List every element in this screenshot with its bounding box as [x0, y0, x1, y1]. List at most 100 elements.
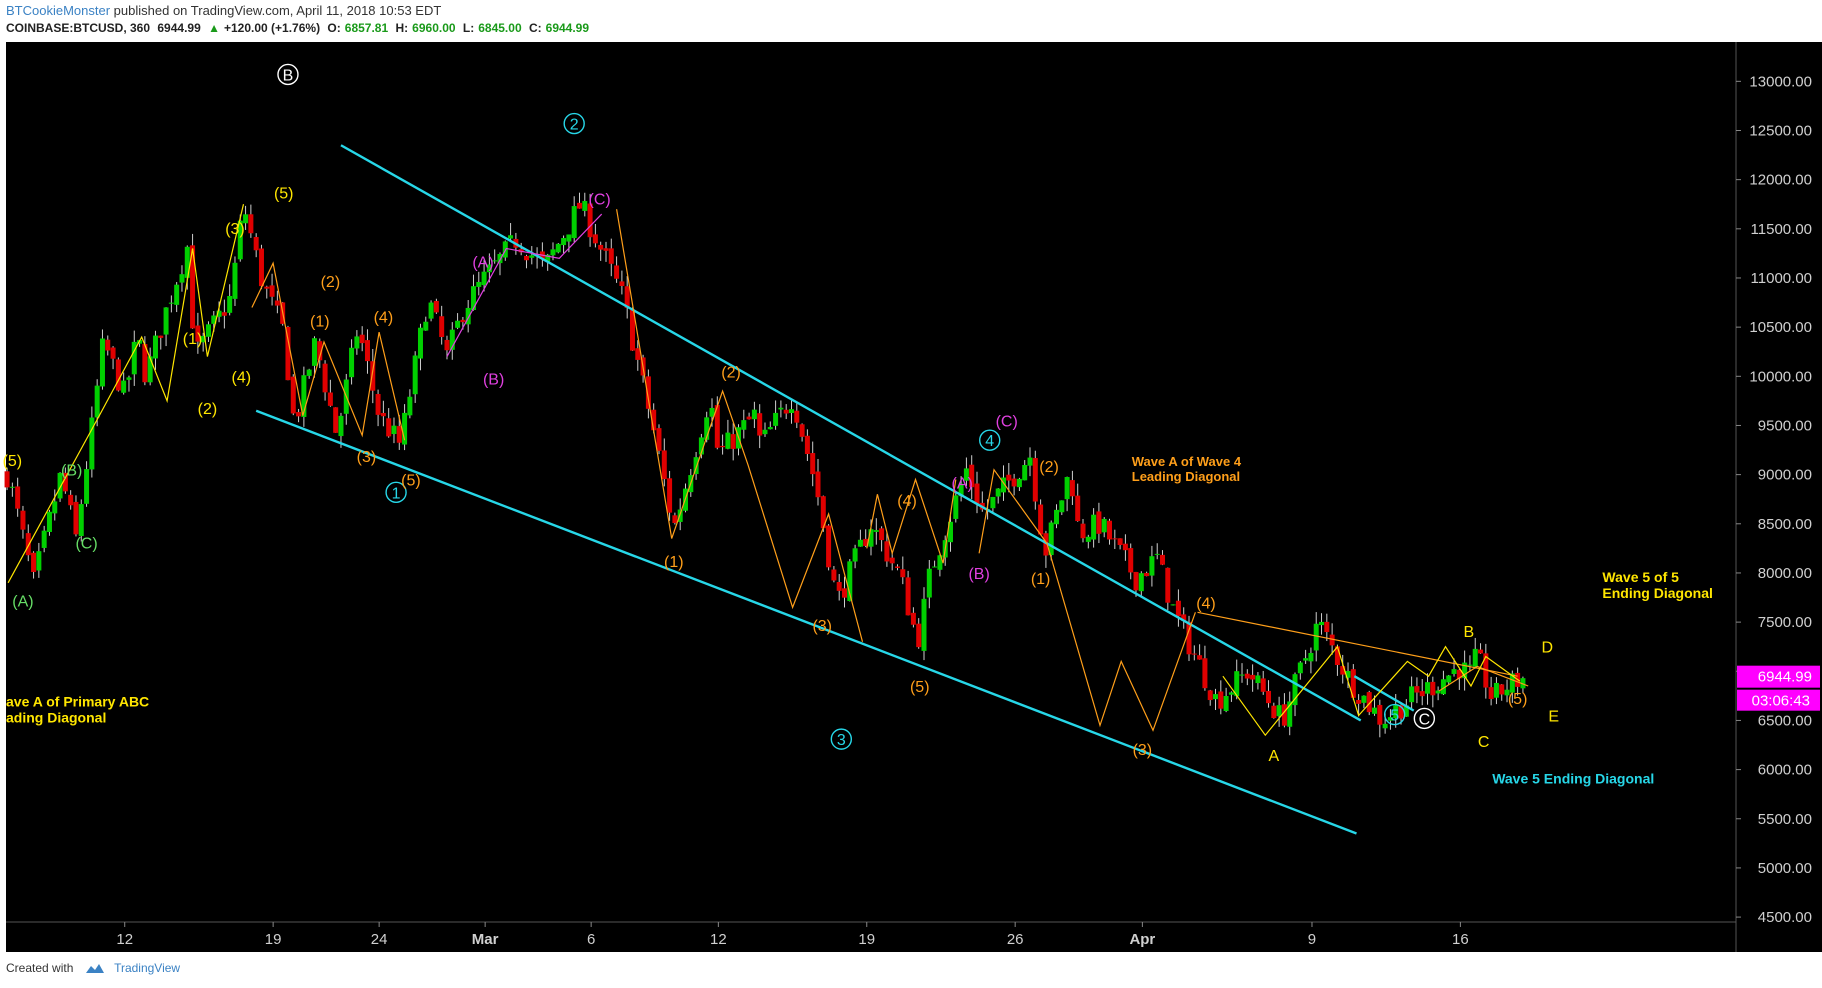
close-value: 6944.99	[545, 21, 590, 35]
candle-body	[31, 552, 37, 572]
candle-body	[1499, 684, 1505, 695]
candle-body	[614, 265, 620, 279]
candle-body	[1271, 705, 1277, 719]
candle-body	[1048, 522, 1054, 556]
wave-label-circle	[1413, 707, 1436, 730]
candle-body	[1366, 692, 1372, 713]
candle-body	[476, 281, 482, 287]
wave-label: (4)	[232, 369, 252, 386]
tradingview-link[interactable]: TradingView	[114, 961, 181, 975]
candle-body	[1345, 671, 1351, 678]
x-tick-label: 16	[1452, 931, 1469, 948]
y-tick-label: 10000.00	[1749, 368, 1812, 385]
candle-body	[327, 392, 333, 406]
wave-label-circle	[277, 63, 299, 86]
candle-body	[1462, 662, 1468, 679]
wave-label: 3	[837, 732, 846, 749]
candle-body	[1281, 704, 1287, 726]
candle-body	[269, 285, 275, 297]
candle-body	[253, 236, 259, 251]
candle-body	[571, 206, 577, 239]
wave-path[interactable]	[1438, 665, 1529, 692]
candle-body	[89, 417, 95, 470]
candle-body	[1488, 687, 1494, 699]
candle-body	[147, 356, 153, 383]
wave-path[interactable]	[1197, 611, 1518, 677]
candle-body	[1440, 679, 1446, 695]
candle-body	[1276, 705, 1282, 717]
candle-body	[873, 530, 879, 532]
candle-body	[126, 377, 132, 380]
trend-channel-line[interactable]	[255, 409, 1357, 835]
wave-path[interactable]	[446, 213, 603, 357]
candle-body	[73, 501, 79, 535]
candle-body	[174, 284, 180, 305]
wave-label: (A)	[472, 254, 493, 271]
wave-label: C	[1419, 711, 1431, 728]
candle-body	[364, 340, 370, 362]
candle-body	[645, 376, 651, 409]
candle-body	[1075, 495, 1081, 522]
wave-path[interactable]	[866, 477, 957, 564]
candle-body	[110, 347, 116, 359]
price-chart[interactable]: B 2 1 3 4 5 C (5) (3) (1) (2) (4) (5) (B) (C) (A) (2) (1)…	[0, 42, 1822, 960]
x-tick-label: 9	[1308, 931, 1316, 948]
candle-body	[1027, 457, 1033, 466]
candle-body	[1043, 533, 1049, 556]
candle-body	[1292, 674, 1298, 706]
up-arrow-icon: ▲	[208, 21, 220, 35]
wave-label: B	[283, 67, 294, 84]
wave-label: (2)	[721, 364, 741, 381]
candle-body	[857, 539, 863, 547]
y-tick-label: 6000.00	[1758, 762, 1812, 779]
candle-body	[402, 412, 408, 445]
chart-pane[interactable]	[6, 42, 1736, 952]
candle-body	[232, 262, 238, 299]
wave-path[interactable]	[251, 261, 406, 441]
candle-body	[1032, 458, 1038, 502]
candle-body	[550, 249, 556, 256]
candle-body	[1387, 717, 1393, 721]
wave-path[interactable]	[616, 209, 864, 642]
candle-body	[751, 409, 757, 420]
candle-body	[333, 407, 339, 433]
wave-path[interactable]	[7, 204, 245, 584]
candle-body	[1509, 673, 1515, 693]
candle-body	[1472, 648, 1478, 667]
wave-label: (3)	[225, 221, 245, 238]
candle-body	[566, 234, 572, 242]
wave-label-circle	[563, 112, 585, 135]
candle-body	[1122, 543, 1128, 551]
y-tick-label: 12000.00	[1749, 172, 1812, 189]
wave-label: E	[1548, 709, 1559, 726]
candle-body	[1414, 686, 1420, 693]
price-axis[interactable]	[1736, 42, 1822, 952]
wave-label: (5)	[1508, 691, 1528, 708]
published-text: published on TradingView.com, April 11, …	[113, 3, 442, 18]
candle-body	[990, 496, 996, 509]
candle-body	[396, 426, 402, 443]
candle-body	[921, 598, 927, 651]
candle-body	[25, 533, 31, 556]
candle-body	[386, 418, 392, 437]
x-tick-label: Apr	[1129, 931, 1155, 948]
candle-body	[635, 348, 641, 360]
trend-channel-line[interactable]	[1353, 675, 1415, 712]
candle-body	[1096, 511, 1102, 534]
author-link[interactable]: BTCookieMonster	[6, 3, 111, 18]
wave-path[interactable]	[1222, 645, 1521, 737]
wave-label: 4	[985, 433, 994, 450]
candle-body	[290, 376, 296, 414]
x-tick-label: 24	[371, 931, 388, 948]
countdown-label: 03:06:43	[1752, 693, 1810, 710]
candle-body	[603, 248, 609, 251]
candle-body	[587, 203, 593, 238]
candle-body	[948, 521, 954, 543]
candle-body	[1001, 477, 1007, 493]
candle-body	[757, 413, 763, 436]
candle-body	[794, 410, 800, 423]
candle-body	[926, 568, 932, 598]
wave-label: (2)	[198, 401, 218, 418]
candle-body	[460, 319, 466, 323]
wave-path[interactable]	[978, 468, 1196, 732]
